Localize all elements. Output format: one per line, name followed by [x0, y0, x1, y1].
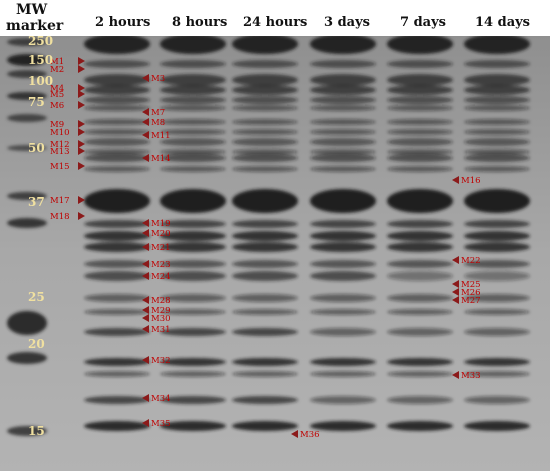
svg-text:M16: M16 [461, 176, 481, 186]
marker-m13: M13 [50, 147, 85, 157]
svg-text:M3: M3 [151, 74, 165, 84]
mw-37: 37 [28, 195, 45, 209]
svg-text:M27: M27 [461, 296, 481, 306]
svg-text:M25: M25 [461, 280, 481, 290]
lane-label-7d: 7 days [400, 15, 446, 30]
marker-m17: M17 [50, 196, 85, 206]
svg-text:M28: M28 [151, 296, 171, 306]
marker-m4: M4 [50, 84, 85, 94]
marker-m2: M2 [50, 65, 85, 75]
svg-text:M21: M21 [151, 243, 171, 253]
marker-m27: M27 [452, 296, 481, 306]
lane-5 [387, 36, 453, 431]
marker-m20: M20 [142, 229, 171, 239]
marker-m29: M29 [142, 306, 171, 316]
svg-text:M20: M20 [151, 229, 171, 239]
svg-text:M5: M5 [50, 90, 64, 100]
marker-m14: M14 [142, 154, 171, 164]
marker-m34: M34 [142, 394, 171, 404]
svg-text:M24: M24 [151, 272, 171, 282]
svg-text:M15: M15 [50, 162, 70, 172]
svg-text:M7: M7 [151, 108, 165, 118]
marker-m10: M10 [50, 128, 85, 138]
marker-m1: M1 [50, 57, 85, 67]
svg-text:M32: M32 [151, 356, 171, 366]
lane-1 [84, 36, 150, 431]
svg-text:M26: M26 [461, 288, 481, 298]
lane-2 [160, 36, 226, 431]
marker-m33: M33 [452, 371, 481, 381]
svg-text:M6: M6 [50, 101, 64, 111]
svg-text:M34: M34 [151, 394, 171, 404]
marker-m30: M30 [142, 314, 171, 324]
marker-m19: M19 [142, 219, 171, 229]
mw-150: 150 [28, 53, 54, 67]
mw-marker-header-1: MW [16, 2, 48, 18]
svg-text:M35: M35 [151, 419, 171, 429]
svg-text:M22: M22 [461, 256, 481, 266]
svg-text:M8: M8 [151, 118, 165, 128]
marker-m11: M11 [142, 131, 171, 141]
lane-label-14d: 14 days [475, 15, 531, 30]
lane-label-2h: 2 hours [95, 15, 151, 30]
marker-m23: M23 [142, 260, 171, 270]
marker-m26: M26 [452, 288, 481, 298]
lane-3 [232, 36, 298, 431]
marker-m28: M28 [142, 296, 171, 306]
svg-text:M11: M11 [151, 131, 171, 141]
marker-m21: M21 [142, 243, 171, 253]
mw-marker-header-2: marker [6, 18, 64, 34]
svg-text:M13: M13 [50, 147, 70, 157]
svg-text:M10: M10 [50, 128, 70, 138]
marker-m8: M8 [142, 118, 165, 128]
svg-text:M18: M18 [50, 212, 70, 222]
marker-m5: M5 [50, 90, 85, 100]
lane-label-3d: 3 days [324, 15, 370, 30]
sample-lanes [84, 36, 530, 431]
lane-4 [310, 36, 376, 431]
marker-m35: M35 [142, 419, 171, 429]
svg-text:M33: M33 [461, 371, 481, 381]
marker-m18: M18 [50, 212, 85, 222]
lane-label-24h: 24 hours [243, 15, 308, 30]
marker-m15: M15 [50, 162, 85, 172]
marker-m32: M32 [142, 356, 171, 366]
mw-100: 100 [28, 74, 54, 88]
svg-text:M14: M14 [151, 154, 171, 164]
lane-label-8h: 8 hours [172, 15, 228, 30]
marker-m7: M7 [142, 108, 165, 118]
svg-text:M2: M2 [50, 65, 64, 75]
svg-text:M4: M4 [50, 84, 64, 94]
svg-text:M19: M19 [151, 219, 171, 229]
svg-text:M23: M23 [151, 260, 171, 270]
mw-25: 25 [28, 290, 45, 304]
marker-m6: M6 [50, 101, 85, 111]
svg-text:M36: M36 [300, 430, 320, 440]
svg-text:M31: M31 [151, 325, 171, 335]
svg-text:M12: M12 [50, 140, 70, 150]
svg-text:M17: M17 [50, 196, 70, 206]
mw-250: 250 [28, 34, 54, 48]
svg-text:M30: M30 [151, 314, 171, 324]
mw-50: 50 [28, 141, 45, 155]
marker-m25: M25 [452, 280, 481, 290]
svg-text:M9: M9 [50, 120, 64, 130]
marker-m16: M16 [452, 176, 481, 186]
marker-m9: M9 [50, 120, 85, 130]
marker-m36: M36 [291, 430, 320, 440]
mw-marker-lane [7, 38, 47, 436]
marker-m22: M22 [452, 256, 481, 266]
marker-m31: M31 [142, 325, 171, 335]
lane-6 [464, 36, 530, 431]
mw-20: 20 [28, 337, 45, 351]
marker-m24: M24 [142, 272, 171, 282]
marker-m3: M3 [142, 74, 165, 84]
svg-text:M29: M29 [151, 306, 171, 316]
marker-m12: M12 [50, 140, 85, 150]
mw-75: 75 [28, 95, 45, 109]
mw-15: 15 [28, 424, 45, 438]
svg-text:M1: M1 [50, 57, 64, 67]
